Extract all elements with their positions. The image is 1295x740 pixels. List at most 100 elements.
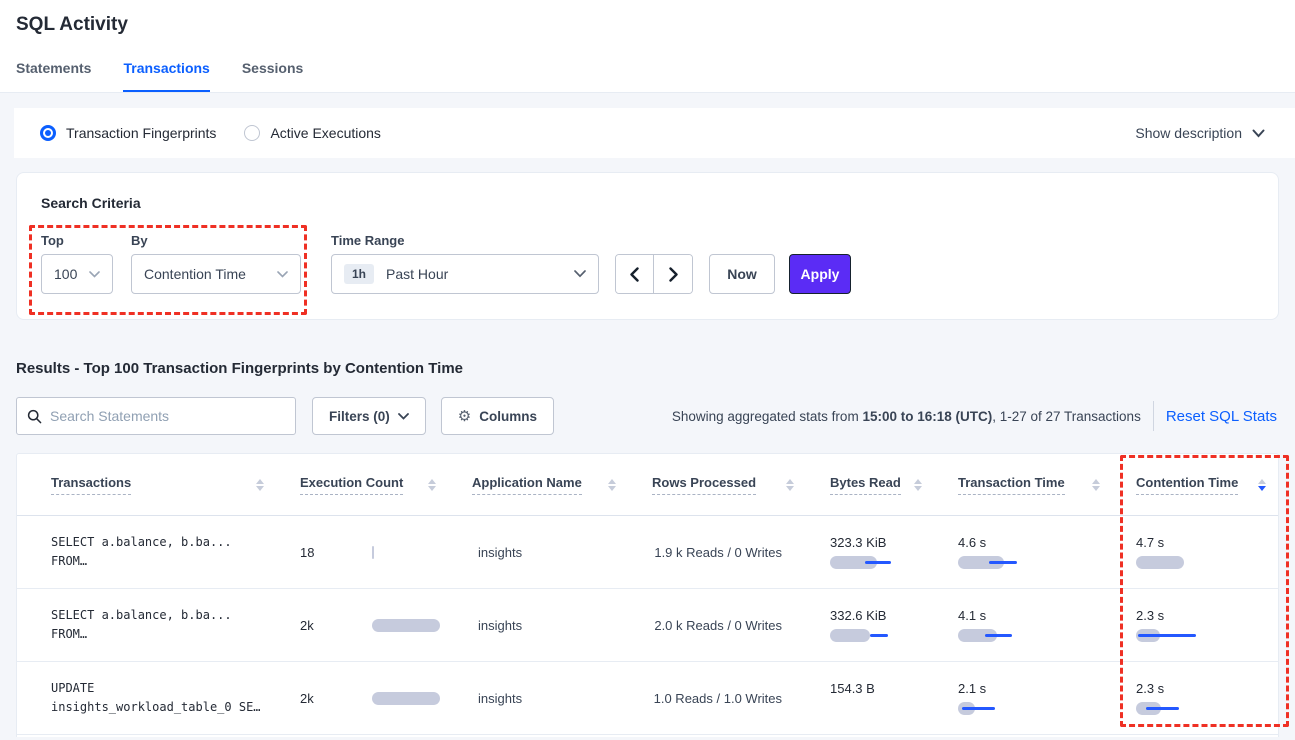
view-mode-radio-group: Transaction Fingerprints Active Executio… [40, 125, 381, 141]
table-row[interactable]: UPDATE insights_workload_table_0 SE… 2k … [17, 662, 1278, 735]
rows-processed-cell: 1.0 Reads / 1.0 Writes [653, 690, 782, 706]
time-range-label: Time Range [331, 233, 405, 248]
apply-button[interactable]: Apply [789, 254, 851, 294]
bytes-read-cell: 154.3 B [830, 681, 958, 715]
radio-active-executions[interactable]: Active Executions [244, 125, 381, 141]
rows-processed-cell: 2.0 k Reads / 0 Writes [654, 617, 782, 633]
filters-button-label: Filters (0) [329, 408, 390, 424]
query-line-1: SELECT a.balance, b.ba... [51, 608, 232, 622]
radio-selected-icon [40, 125, 56, 141]
tab-bar: Statements Transactions Sessions [16, 60, 1279, 92]
contention-time-cell: 4.7 s [1136, 535, 1278, 569]
transaction-time-cell: 4.1 s [958, 608, 1136, 642]
time-range-badge: 1h [344, 264, 375, 284]
execution-count-cell: 18 [300, 545, 472, 560]
query-line-1: SELECT a.balance, b.ba... [51, 535, 232, 549]
by-field-label: By [131, 233, 148, 248]
transaction-fingerprint[interactable]: SELECT a.balance, b.ba... FROM… [51, 533, 300, 571]
results-heading: Results - Top 100 Transaction Fingerprin… [16, 360, 464, 377]
show-description-toggle[interactable]: Show description [1135, 125, 1265, 141]
stats-prefix: Showing aggregated stats from [671, 408, 863, 424]
column-header-execution-count[interactable]: Execution Count [300, 475, 472, 495]
bytes-read-value: 323.3 KiB [830, 535, 887, 550]
column-header-application-name[interactable]: Application Name [472, 475, 652, 495]
transaction-time-bar [958, 629, 1048, 642]
tab-transactions[interactable]: Transactions [123, 60, 210, 92]
transaction-fingerprint[interactable]: UPDATE insights_workload_table_0 SE… [51, 679, 300, 717]
table-row[interactable]: SELECT a.balance, b.ba... FROM… 18 insig… [17, 516, 1278, 589]
bytes-read-cell: 332.6 KiB [830, 608, 958, 642]
view-mode-bar: Transaction Fingerprints Active Executio… [14, 108, 1295, 158]
transactions-table: Transactions Execution Count Application… [16, 453, 1279, 737]
transaction-fingerprint[interactable]: SELECT a.balance, b.ba... FROM… [51, 606, 300, 644]
chevron-left-icon [630, 266, 639, 282]
execution-count-value: 2k [300, 617, 314, 633]
reset-sql-stats-link[interactable]: Reset SQL Stats [1165, 407, 1277, 425]
execution-count-cell: 2k [300, 691, 472, 706]
application-name-cell: insights [478, 690, 523, 706]
tab-sessions[interactable]: Sessions [241, 60, 304, 76]
transaction-time-bar [958, 556, 1048, 569]
contention-time-bar [1136, 629, 1226, 642]
radio-transaction-fingerprints[interactable]: Transaction Fingerprints [40, 125, 216, 141]
search-statements-input[interactable] [50, 408, 285, 424]
column-header-rows-processed[interactable]: Rows Processed [652, 475, 830, 495]
criteria-controls: Top 100 By Contention Time Time Range 1h… [41, 233, 851, 294]
column-header-bytes-read[interactable]: Bytes Read [830, 475, 958, 495]
contention-time-value: 2.3 s [1136, 608, 1165, 623]
time-range-select[interactable]: 1h Past Hour [331, 254, 599, 294]
contention-time-cell: 2.3 s [1136, 608, 1278, 642]
execution-count-cell: 2k [300, 618, 472, 633]
by-select-value: Contention Time [144, 266, 246, 282]
previous-time-button[interactable] [616, 255, 654, 293]
table-row[interactable]: SELECT a.balance, b.ba... FROM… 2k insig… [17, 589, 1278, 662]
column-label: Transaction Time [958, 475, 1065, 495]
column-label: Application Name [472, 475, 582, 495]
search-criteria-title: Search Criteria [41, 195, 141, 211]
transaction-time-value: 4.6 s [958, 535, 987, 550]
top-bar: SQL Activity Statements Transactions Ses… [0, 0, 1295, 93]
execution-count-value: 2k [300, 690, 314, 706]
table-header-row: Transactions Execution Count Application… [17, 454, 1278, 516]
stats-range: 15:00 to 16:18 (UTC) [862, 408, 993, 424]
filters-button[interactable]: Filters (0) [312, 397, 426, 435]
by-field: By Contention Time [113, 233, 301, 294]
contention-time-bar [1136, 702, 1226, 715]
columns-button-label: Columns [479, 408, 537, 424]
column-header-contention-time[interactable]: Contention Time [1136, 475, 1278, 495]
chevron-down-icon [1252, 129, 1265, 137]
execution-count-bar [372, 691, 442, 705]
chevron-down-icon [89, 270, 100, 278]
by-select[interactable]: Contention Time [131, 254, 301, 294]
transaction-time-cell: 2.1 s [958, 681, 1136, 715]
tab-statements[interactable]: Statements [16, 60, 92, 76]
search-statements-box [16, 397, 296, 435]
chevron-right-icon [668, 266, 678, 282]
chevron-down-icon [574, 270, 586, 278]
sort-icon [786, 478, 794, 491]
rows-processed-cell: 1.9 k Reads / 0 Writes [654, 544, 782, 560]
column-header-transaction-time[interactable]: Transaction Time [958, 475, 1136, 495]
column-label: Transactions [51, 475, 132, 495]
vertical-divider [1152, 401, 1154, 431]
radio-label: Transaction Fingerprints [66, 125, 217, 141]
top-select[interactable]: 100 [41, 254, 113, 294]
columns-button[interactable]: ⚙ Columns [440, 397, 554, 435]
transaction-time-value: 4.1 s [958, 608, 987, 623]
query-line-2: FROM… [51, 554, 88, 568]
transaction-time-cell: 4.6 s [958, 535, 1136, 569]
execution-count-bar [372, 545, 442, 559]
time-nav-group [615, 254, 693, 294]
next-time-button[interactable] [654, 255, 692, 293]
now-button[interactable]: Now [709, 254, 775, 294]
chevron-down-icon [277, 270, 288, 278]
application-name-cell: insights [478, 544, 523, 560]
bytes-read-bar [830, 556, 920, 569]
sort-icon [914, 478, 922, 491]
application-name-cell: insights [478, 617, 523, 633]
contention-time-cell: 2.3 s [1136, 681, 1278, 715]
show-description-label: Show description [1135, 125, 1242, 141]
bytes-read-cell: 323.3 KiB [830, 535, 958, 569]
column-header-transactions[interactable]: Transactions [51, 475, 300, 495]
time-range-value: Past Hour [386, 266, 449, 282]
